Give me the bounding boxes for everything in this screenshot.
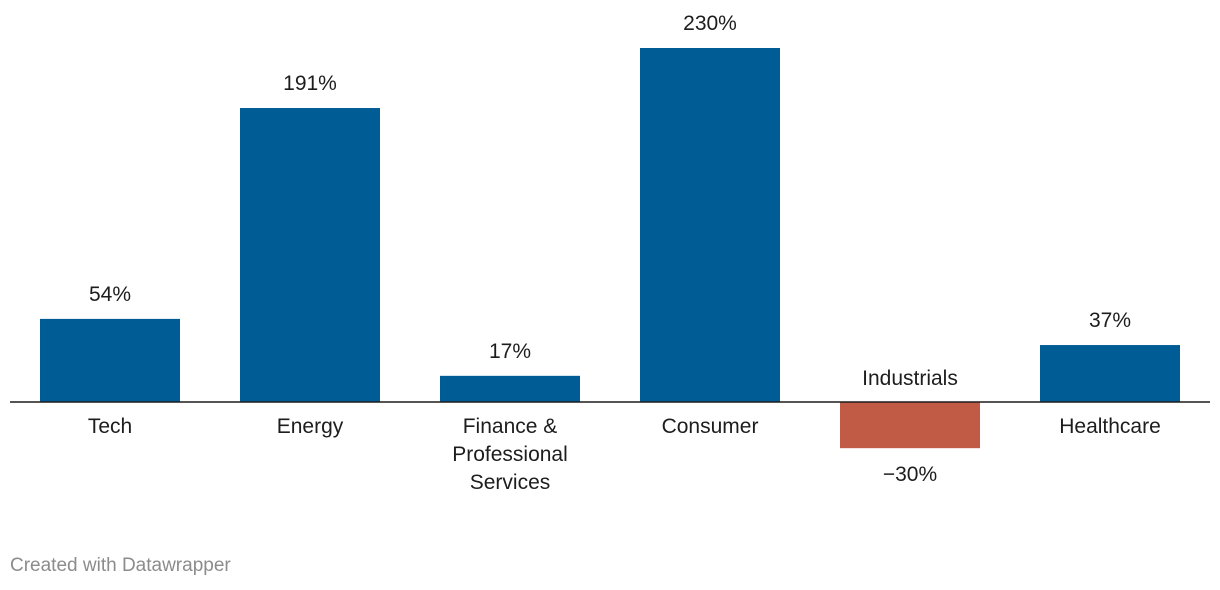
category-label-finance-and-professional-services: Finance & Professional Services	[452, 415, 568, 494]
category-label-line: Industrials	[862, 367, 958, 390]
bar-consumer	[640, 48, 780, 402]
value-label-consumer: 230%	[683, 12, 737, 35]
category-label-consumer: Consumer	[662, 415, 759, 438]
category-label-line: Energy	[277, 415, 344, 438]
value-label-energy: 191%	[283, 72, 337, 95]
category-label-line: Healthcare	[1059, 415, 1161, 438]
value-label-finance-and-professional-services: 17%	[489, 340, 531, 363]
bar-healthcare	[1040, 345, 1180, 402]
value-labels-group: 54% 191% 17% 230% −30% 37%	[89, 12, 1131, 486]
category-label-line: Finance &	[463, 415, 558, 438]
category-label-line: Consumer	[662, 415, 759, 438]
category-labels-group: Tech Energy Finance & Professional Services C…	[88, 367, 1161, 494]
value-label-healthcare: 37%	[1089, 309, 1131, 332]
category-label-energy: Energy	[277, 415, 344, 438]
bar-finance-and-professional-services	[440, 375, 580, 402]
bar-industrials	[840, 402, 980, 449]
bars-group	[40, 48, 1180, 449]
category-label-line: Services	[470, 471, 551, 494]
value-label-industrials: −30%	[883, 463, 937, 486]
bar-energy	[240, 108, 380, 402]
category-label-line: Professional	[452, 443, 568, 466]
category-label-line: Tech	[88, 415, 132, 438]
value-label-tech: 54%	[89, 283, 131, 306]
category-label-healthcare: Healthcare	[1059, 415, 1161, 438]
category-label-industrials: Industrials	[862, 367, 958, 390]
datawrapper-credit[interactable]: Created with Datawrapper	[10, 555, 231, 576]
category-label-tech: Tech	[88, 415, 132, 438]
bar-tech	[40, 318, 180, 402]
